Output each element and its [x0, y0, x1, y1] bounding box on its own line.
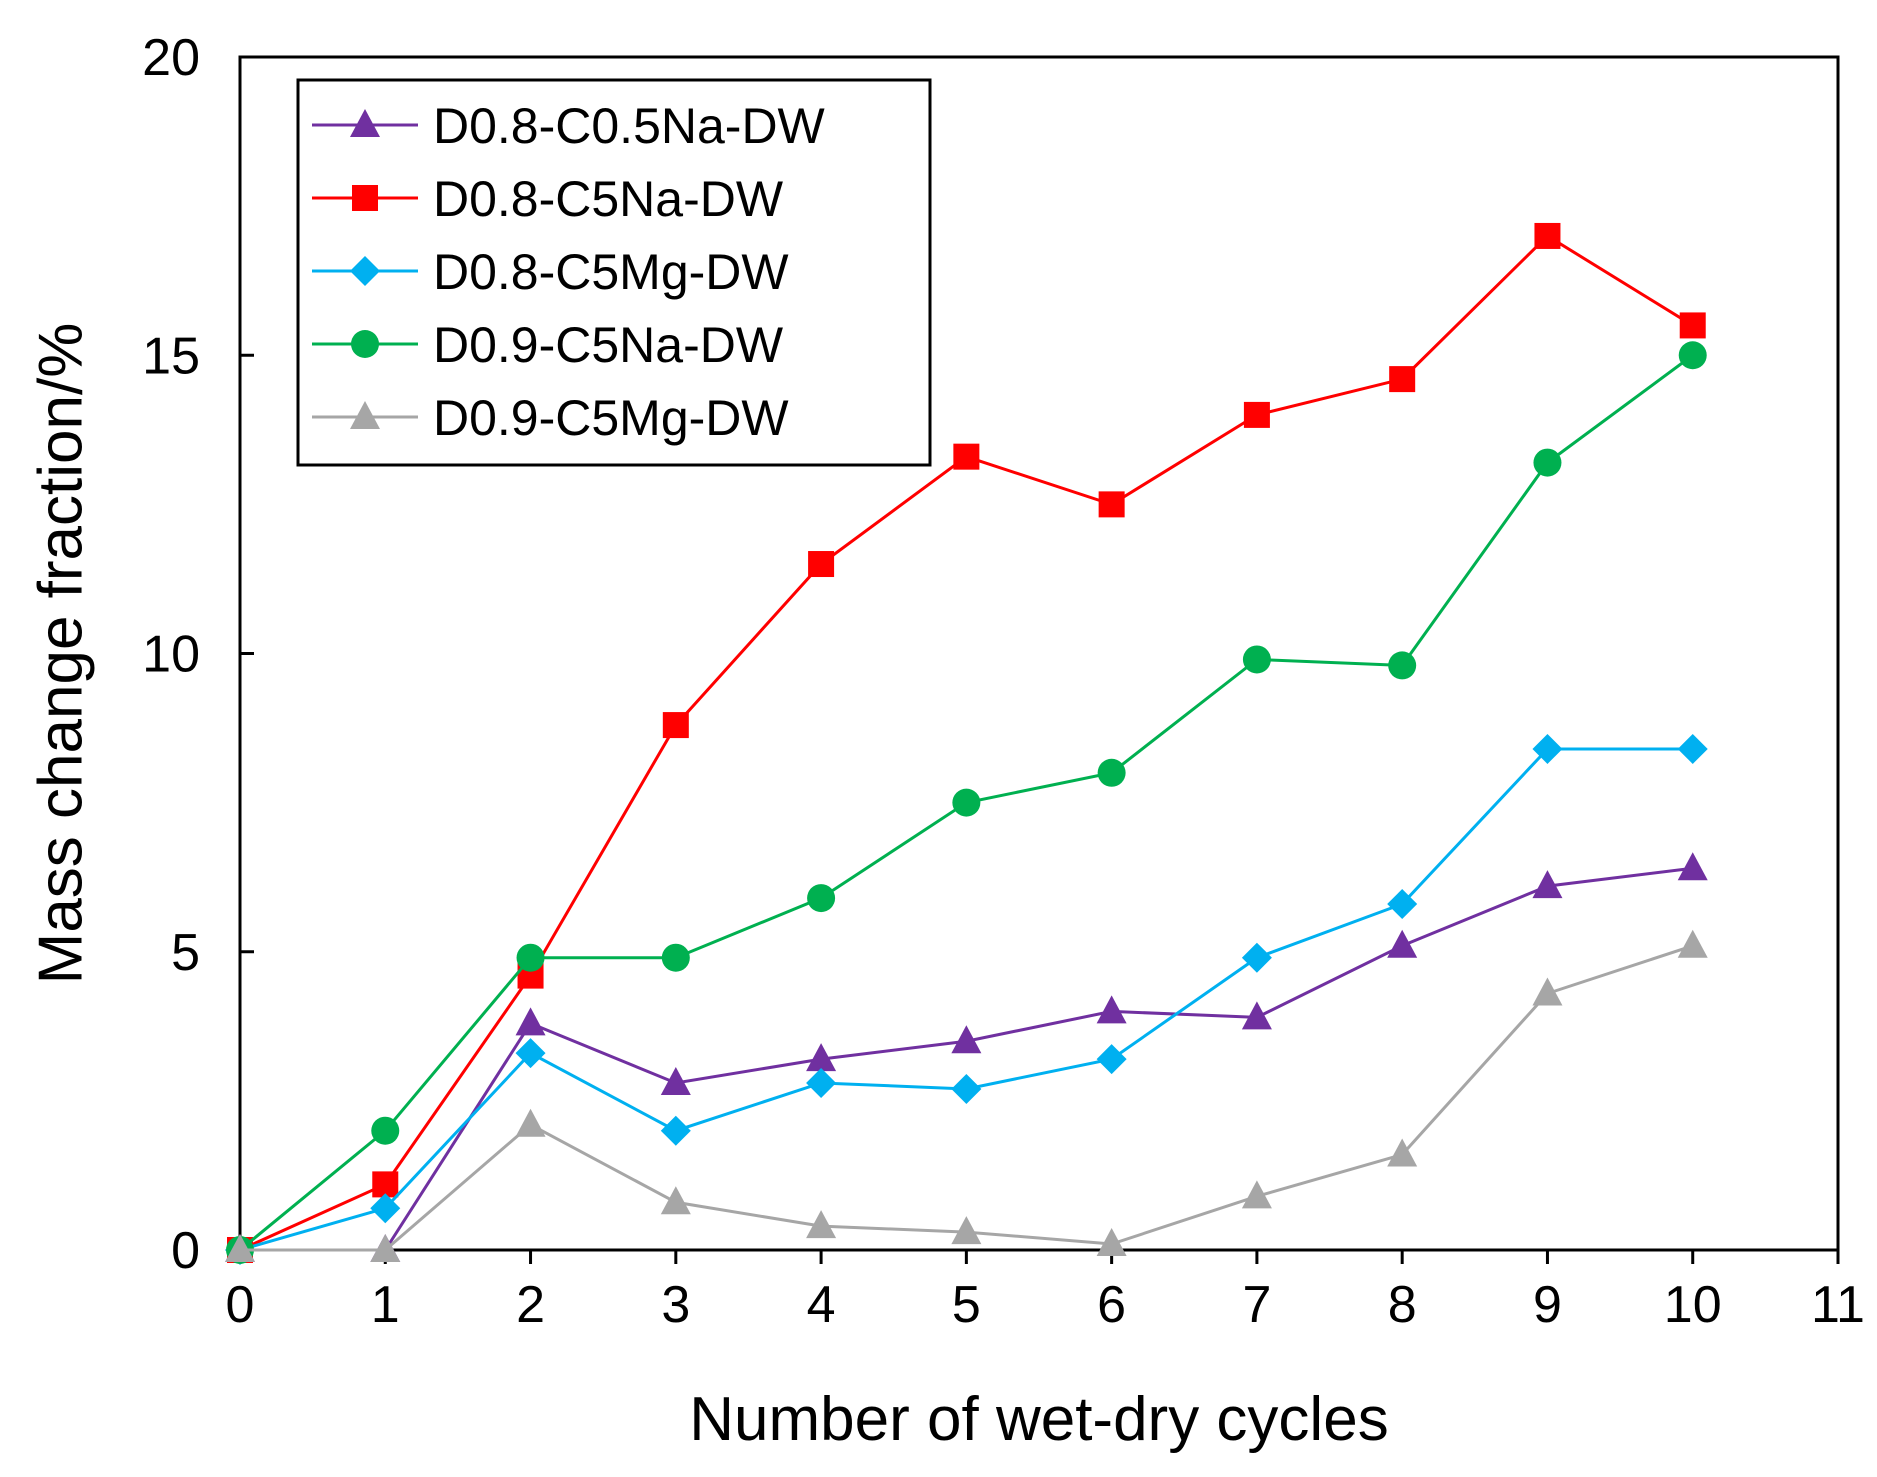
x-tick-label: 2 [516, 1276, 545, 1334]
data-point [1241, 942, 1272, 973]
legend-marker [350, 401, 380, 429]
data-point [1532, 733, 1563, 764]
data-point [662, 712, 689, 739]
data-point [1387, 929, 1418, 958]
y-tick-label: 10 [142, 626, 200, 684]
x-tick-label: 0 [226, 1276, 255, 1334]
series-line [239, 747, 1693, 1252]
y-tick-label: 5 [171, 924, 200, 982]
legend-label: D0.8-C5Mg-DW [433, 244, 789, 300]
data-point [1388, 651, 1417, 680]
legend-marker [350, 256, 380, 286]
x-axis-title: Number of wet-dry cycles [689, 1385, 1388, 1454]
data-point [1389, 366, 1416, 393]
data-point [1098, 491, 1125, 518]
y-axis-title: Mass change fraction/% [26, 323, 95, 985]
x-tick-label: 3 [661, 1276, 690, 1334]
data-point [515, 1038, 546, 1069]
data-point [372, 1171, 399, 1198]
data-point [953, 443, 980, 470]
legend-marker [350, 109, 380, 137]
legend-item: D0.8-C0.5Na-DW [312, 98, 826, 154]
y-tick-label: 15 [142, 327, 200, 385]
legend-item: D0.9-C5Na-DW [312, 317, 784, 373]
x-tick-label: 6 [1097, 1276, 1126, 1334]
x-tick-label: 1 [371, 1276, 400, 1334]
data-point [1677, 733, 1708, 764]
data-point [952, 788, 981, 817]
legend-label: D0.9-C5Na-DW [433, 317, 784, 373]
data-point [807, 884, 836, 913]
data-point [806, 1067, 837, 1098]
data-point [1387, 889, 1418, 920]
data-point [1534, 222, 1561, 249]
data-point [951, 1216, 982, 1245]
data-point [1532, 870, 1563, 899]
data-point [1532, 977, 1563, 1006]
x-tick-label: 7 [1242, 1276, 1271, 1334]
data-point [1241, 1180, 1272, 1209]
x-tick-label: 4 [807, 1276, 836, 1334]
data-point [808, 551, 835, 578]
data-point [1097, 758, 1126, 787]
legend-label: D0.9-C5Mg-DW [433, 390, 789, 446]
data-point [1677, 929, 1708, 958]
data-point [1678, 341, 1707, 370]
data-point [660, 1186, 691, 1215]
data-point [515, 1108, 546, 1137]
x-tick-label: 8 [1388, 1276, 1417, 1334]
data-point [806, 1210, 837, 1239]
data-point [370, 1193, 401, 1224]
data-point [1242, 645, 1271, 674]
series-1 [227, 222, 1706, 1263]
series-3 [226, 341, 1707, 1264]
x-tick-label: 11 [1811, 1276, 1865, 1334]
data-point [1096, 1228, 1127, 1257]
data-point [1096, 1044, 1127, 1075]
data-point [1387, 1138, 1418, 1167]
data-point [370, 1234, 401, 1262]
x-tick-label: 10 [1664, 1276, 1722, 1334]
data-point [1243, 401, 1270, 428]
legend-label: D0.8-C0.5Na-DW [433, 98, 826, 154]
legend-marker [351, 330, 379, 358]
data-point [1679, 312, 1706, 339]
y-tick-label: 0 [171, 1222, 200, 1280]
data-point [1533, 448, 1562, 477]
legend-marker [352, 185, 378, 211]
data-point [516, 943, 545, 972]
data-point [1677, 852, 1708, 881]
data-point [660, 1115, 691, 1146]
data-point [951, 1025, 982, 1054]
y-tick-label: 20 [142, 29, 200, 87]
legend-item: D0.8-C5Mg-DW [312, 244, 789, 300]
x-tick-label: 5 [952, 1276, 981, 1334]
data-point [806, 1043, 837, 1072]
data-point [225, 1234, 255, 1262]
data-point [371, 1116, 400, 1145]
data-point [1241, 1001, 1272, 1030]
legend-label: D0.8-C5Na-DW [433, 171, 784, 227]
x-tick-label: 9 [1533, 1276, 1562, 1334]
axes: 0 1 2 3 4 5 6 7 8 9 10 11 0 5 10 15 20 Number of wet-dry … [26, 29, 1865, 1454]
legend-item: D0.8-C5Na-DW [312, 171, 784, 227]
series-4 [225, 929, 1708, 1262]
data-point [515, 1007, 546, 1036]
data-point [661, 943, 690, 972]
legend-item: D0.9-C5Mg-DW [312, 390, 789, 446]
data-point [951, 1073, 982, 1104]
data-point [660, 1066, 691, 1095]
data-point [1096, 995, 1127, 1024]
legend: D0.8-C0.5Na-DW D0.8-C5Na-DW D0.8-C5Mg-DW D0… [296, 78, 932, 467]
series-layer [225, 222, 1708, 1265]
series-line [240, 866, 1693, 1252]
